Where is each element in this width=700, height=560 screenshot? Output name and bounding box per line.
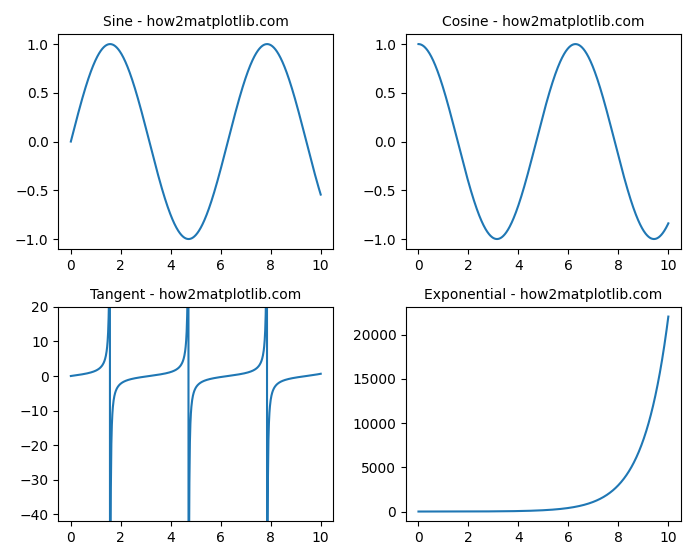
Title: Sine - how2matplotlib.com: Sine - how2matplotlib.com	[103, 15, 288, 29]
Title: Tangent - how2matplotlib.com: Tangent - how2matplotlib.com	[90, 287, 302, 301]
Title: Cosine - how2matplotlib.com: Cosine - how2matplotlib.com	[442, 15, 645, 29]
Title: Exponential - how2matplotlib.com: Exponential - how2matplotlib.com	[424, 287, 662, 301]
